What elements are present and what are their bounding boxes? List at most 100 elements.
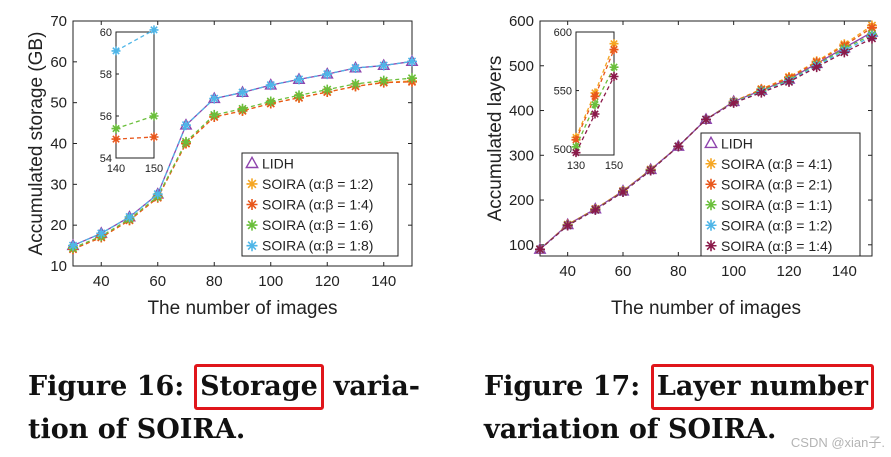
- inset-plot: 130 150 500 550 600: [554, 27, 624, 172]
- data-point: [407, 73, 417, 84]
- data-point: [237, 103, 248, 114]
- data-point: [645, 165, 656, 176]
- data-point: [590, 204, 601, 215]
- inset-y-tick-label: 56: [100, 111, 112, 123]
- legend-entry-label: SOIRA (α:β = 2:1): [721, 176, 832, 192]
- legend-entry-label: SOIRA (α:β = 1:4): [721, 238, 832, 254]
- inset-data-point: [111, 46, 121, 56]
- data-point: [96, 228, 107, 239]
- y-tick-label: 30: [50, 176, 67, 193]
- legend-entry-label: SOIRA (α:β = 1:6): [262, 217, 373, 233]
- data-point: [68, 240, 78, 251]
- figure-16-caption: Figure 16: Storage varia- tion of SOIRA.: [28, 364, 420, 450]
- figure-17-caption: Figure 17: Layer number variation of SOI…: [484, 364, 874, 450]
- legend-frame: [241, 152, 399, 257]
- data-point: [265, 80, 276, 91]
- x-tick-label: 140: [832, 263, 857, 280]
- data-point: [322, 69, 333, 80]
- data-point: [811, 62, 822, 73]
- x-tick-label: 80: [206, 273, 223, 290]
- inset-series-line-3: [575, 66, 615, 148]
- data-point: [756, 87, 767, 98]
- inset-data-point: [609, 39, 619, 49]
- data-point: [728, 97, 739, 108]
- inset-series-line-1: [575, 43, 615, 138]
- x-tick-label: 40: [559, 263, 576, 280]
- inset-x-tick-label: 140: [107, 163, 125, 175]
- legend-entry-label: SOIRA (α:β = 1:2): [721, 217, 832, 233]
- inset-series-line-2: [575, 49, 615, 141]
- data-point: [350, 78, 361, 89]
- y-tick-label: 300: [509, 147, 534, 164]
- inset-series-line-3: [115, 136, 155, 140]
- x-tick-label: 80: [670, 263, 687, 280]
- inset-y-tick-label: 550: [554, 86, 572, 98]
- inset-data-point: [149, 111, 159, 121]
- y-tick-label: 200: [509, 192, 534, 209]
- legend-entry-label: SOIRA (α:β = 1:1): [721, 197, 832, 213]
- data-point: [535, 244, 545, 255]
- caption-16-rest: varia-: [333, 371, 420, 402]
- y-tick-label: 50: [50, 95, 67, 112]
- y-tick-label: 400: [509, 103, 534, 120]
- y-tick-label: 500: [509, 58, 534, 75]
- data-point: [209, 109, 220, 120]
- y-axis-label: Accumulated storage (GB): [26, 32, 47, 256]
- inset-data-point: [111, 124, 121, 134]
- caption-17-line-1: Figure 17: Layer number: [484, 364, 874, 410]
- legend-marker: [705, 219, 717, 231]
- caption-17-highlight: Layer number: [650, 364, 874, 410]
- legend-marker: [246, 178, 258, 190]
- inset-data-point: [609, 72, 619, 82]
- inset-data-point: [590, 100, 600, 110]
- inset-data-point: [149, 25, 159, 35]
- data-point: [378, 60, 389, 71]
- inset-data-point: [590, 109, 600, 119]
- legend-marker: [246, 240, 258, 252]
- inset-data-point: [149, 132, 159, 142]
- inset-data-point: [571, 135, 581, 145]
- watermark: CSDN @xian子.: [790, 435, 885, 450]
- data-point: [322, 84, 333, 95]
- legend-marker: [705, 178, 717, 190]
- inset-y-tick-label: 60: [100, 27, 112, 39]
- data-point: [124, 212, 135, 222]
- y-tick-label: 20: [50, 217, 67, 234]
- legend-entry-label: SOIRA (α:β = 1:2): [262, 176, 373, 192]
- inset-data-point: [609, 62, 619, 72]
- data-point: [867, 22, 877, 33]
- legend-marker: [704, 135, 718, 149]
- legend-marker: [705, 240, 717, 252]
- y-tick-label: 40: [50, 136, 67, 153]
- legend-marker: [246, 219, 258, 231]
- caption-16-line-1: Figure 16: Storage varia-: [28, 364, 420, 410]
- x-axis-label: The number of images: [611, 298, 801, 319]
- data-point: [265, 96, 276, 107]
- inset-y-tick-label: 54: [100, 153, 112, 165]
- data-point: [562, 220, 573, 231]
- data-point: [294, 74, 304, 85]
- inset-x-tick-label: 150: [145, 163, 163, 175]
- data-point: [209, 93, 220, 104]
- chart-2: 40 60 80 100 120 140 100 200 300 400 500 600 The num…: [485, 13, 879, 319]
- legend-marker: [705, 199, 717, 211]
- legend-entry-label: SOIRA (α:β = 1:8): [262, 238, 373, 254]
- inset-y-tick-label: 600: [554, 27, 572, 39]
- x-axis-label: The number of images: [147, 298, 337, 319]
- inset-data-point: [111, 134, 121, 144]
- data-point: [618, 186, 628, 197]
- inset-y-tick-label: 500: [554, 144, 572, 156]
- data-point: [407, 56, 417, 67]
- x-tick-label: 100: [721, 263, 746, 280]
- legend-entry-label: SOIRA (α:β = 1:4): [262, 197, 373, 213]
- y-tick-label: 10: [50, 258, 67, 275]
- legend-marker: [705, 158, 717, 170]
- x-tick-label: 140: [371, 273, 396, 290]
- x-tick-label: 40: [93, 273, 110, 290]
- inset-data-point: [609, 45, 619, 55]
- x-tick-label: 60: [615, 263, 632, 280]
- caption-16-highlight: Storage: [194, 364, 324, 410]
- data-point: [152, 189, 163, 200]
- legend-entry-label: LIDH: [721, 135, 753, 151]
